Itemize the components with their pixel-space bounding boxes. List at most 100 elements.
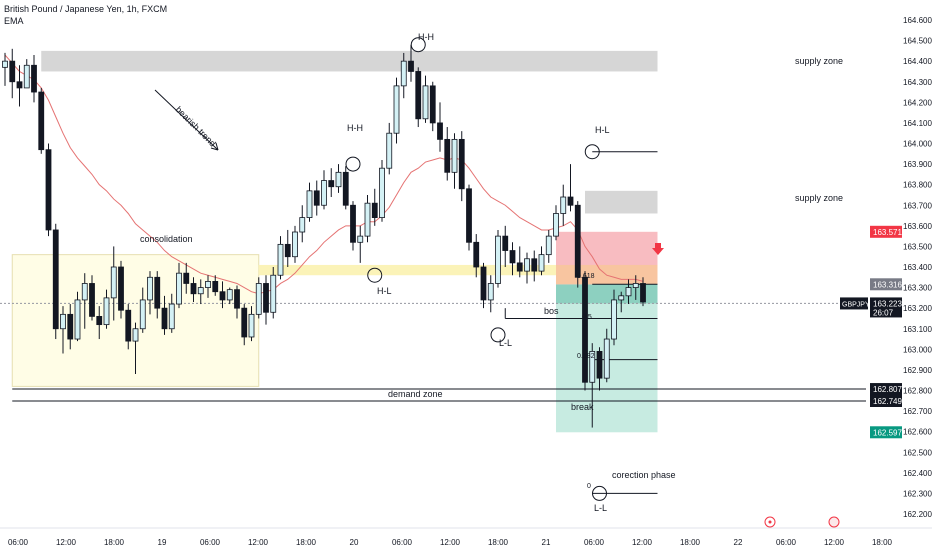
price-tag-label: 162.597 [873, 428, 902, 437]
hl-label: H-L [377, 286, 392, 296]
x-tick-label: 06:00 [200, 538, 221, 547]
y-tick-label: 164.000 [903, 140, 932, 149]
bull-candle [255, 283, 262, 315]
event-icon [764, 516, 776, 528]
x-tick-label: 06:00 [584, 538, 605, 547]
bear-candle [480, 266, 487, 301]
bear-candle [89, 283, 95, 317]
signal-arrow-icon [652, 243, 664, 255]
bull-candle [538, 254, 545, 272]
x-tick-label: 06:00 [8, 538, 29, 547]
ema-indicator-label[interactable]: EMA [4, 16, 24, 26]
x-tick-label: 20 [350, 538, 359, 547]
demand-zone-label: demand zone [388, 389, 443, 399]
ll-circle [592, 485, 607, 501]
bull-candle [379, 167, 385, 218]
demand-retest-band [258, 264, 658, 276]
fib-label-0: 0 [587, 483, 591, 490]
bull-candle [277, 243, 284, 276]
countdown-label: 26:07 [873, 308, 894, 317]
bear-candle [429, 85, 436, 124]
x-tick-label: 18:00 [680, 538, 701, 547]
bull-candle [139, 299, 146, 330]
supply-zone-label: supply zone [795, 193, 843, 203]
bear-candle [219, 291, 226, 301]
bear-candle [38, 91, 45, 151]
event-dot-icon [768, 520, 772, 524]
bull-candle [168, 303, 175, 330]
bull-candle [625, 287, 632, 297]
bull-candle [81, 283, 88, 301]
x-tick-label: 12:00 [824, 538, 845, 547]
bear-candle [328, 180, 335, 188]
bull-candle [2, 60, 8, 68]
x-tick-label: 18:00 [872, 538, 893, 547]
price-tag [870, 394, 902, 407]
hh-circle [345, 156, 361, 172]
bull-candle [74, 299, 81, 340]
bear-candle [531, 258, 538, 272]
y-tick-label: 163.400 [903, 263, 932, 272]
bull-candle [386, 132, 393, 169]
y-tick-label: 162.800 [903, 387, 932, 396]
bull-candle [357, 235, 364, 243]
bear-candle [640, 283, 646, 303]
y-tick-label: 163.600 [903, 222, 932, 231]
y-tick-label: 162.400 [903, 469, 932, 478]
bear-candle [45, 149, 52, 231]
x-tick-label: 21 [542, 538, 551, 547]
bear-candle [516, 262, 523, 272]
bull-candle [589, 350, 596, 383]
bear-candle [596, 350, 603, 379]
bear-candle [313, 190, 320, 206]
y-tick-label: 163.300 [903, 284, 932, 293]
bear-candle [342, 171, 349, 206]
bear-candle [415, 71, 422, 120]
bull-candle [451, 138, 458, 173]
hh-circle [410, 37, 426, 53]
y-tick-label: 163.200 [903, 304, 932, 313]
bull-candle [364, 202, 371, 237]
y-tick-label: 163.700 [903, 201, 932, 210]
x-tick-label: 06:00 [392, 538, 413, 547]
bear-candle [96, 315, 103, 326]
x-tick-label: 06:00 [776, 538, 797, 547]
price-tag-label: 162.807 [873, 385, 902, 394]
bull-candle [103, 297, 110, 326]
bull-candle [560, 196, 567, 214]
y-tick-label: 164.300 [903, 78, 932, 87]
bull-candle [321, 180, 327, 206]
ll-circle [490, 327, 506, 343]
bear-candle [582, 276, 588, 383]
bear-candle [161, 307, 168, 330]
bull-candle [422, 85, 429, 120]
bull-candle [618, 295, 625, 301]
current-price-tag [870, 297, 902, 318]
symbol-tag [840, 297, 868, 310]
consolidation-label: consolidation [140, 234, 193, 244]
bear-candle [212, 281, 219, 293]
bull-candle [400, 60, 407, 87]
y-tick-label: 162.500 [903, 448, 932, 457]
fib-label-382: 0.382 [577, 353, 595, 360]
bear-candle [567, 196, 574, 206]
bull-candle [23, 64, 30, 89]
ll-label: L-L [499, 338, 512, 348]
supply-zone-label: supply zone [795, 56, 843, 66]
y-tick-label: 162.700 [903, 407, 932, 416]
break-label: break [571, 402, 594, 412]
current-price-label: 163.223 [873, 299, 902, 308]
bear-candle [371, 202, 378, 218]
x-tick-label: 18:00 [296, 538, 317, 547]
price-tag [870, 278, 902, 291]
bull-candle [632, 283, 639, 288]
consolidation-border [11, 254, 260, 387]
trend-arrow-line [154, 89, 219, 151]
x-tick-label: 12:00 [56, 538, 77, 547]
bos-label: bos [544, 306, 559, 316]
price-tag-label: 162.749 [873, 397, 902, 406]
y-tick-label: 162.900 [903, 366, 932, 375]
bear-candle [284, 243, 291, 258]
